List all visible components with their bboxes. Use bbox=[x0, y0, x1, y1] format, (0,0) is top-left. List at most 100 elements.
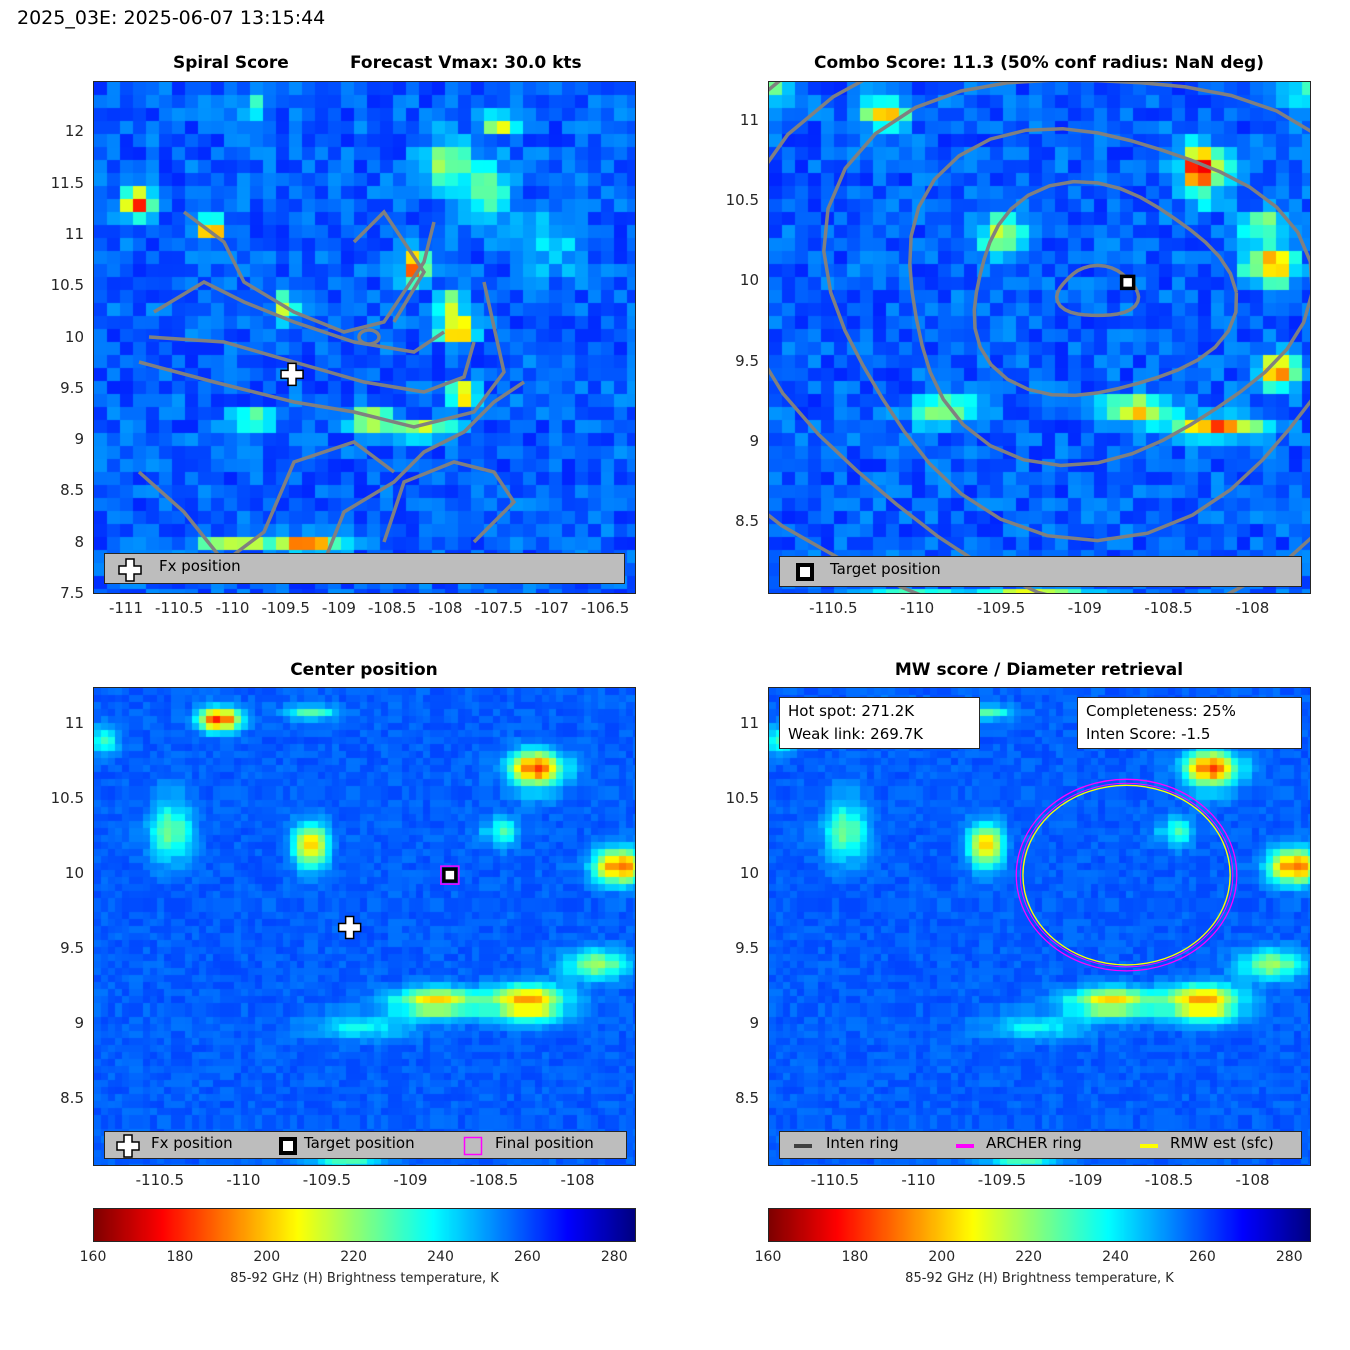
figure-title: 2025_03E: 2025-06-07 13:15:44 bbox=[17, 7, 326, 29]
y-tick-label: 12 bbox=[64, 122, 84, 141]
cross-icon bbox=[118, 558, 142, 582]
x-tick-label: -109.5 bbox=[302, 1171, 352, 1189]
contour-line bbox=[1054, 263, 1141, 318]
x-tick-label: -108.5 bbox=[469, 1171, 519, 1189]
colorbar-tick-label: 180 bbox=[841, 1249, 869, 1265]
y-tick-label: 9.5 bbox=[60, 938, 84, 957]
y-tick-label: 11.5 bbox=[50, 173, 84, 192]
x-tick-label: -108 bbox=[560, 1171, 595, 1189]
y-tick-label: 8.5 bbox=[735, 1088, 759, 1107]
colorbar-tick-label: 260 bbox=[514, 1249, 541, 1265]
cross-icon bbox=[116, 1134, 140, 1158]
contour-line bbox=[972, 179, 1239, 398]
colorbar-tick-label: 260 bbox=[1189, 1249, 1216, 1265]
combo-score-axes: Target position bbox=[768, 81, 1311, 594]
heatmap bbox=[94, 688, 635, 1165]
colorbar-tick-label: 280 bbox=[1275, 1249, 1303, 1265]
colorbar-tick-label: 200 bbox=[928, 1249, 956, 1265]
x-tick-label: -110.5 bbox=[810, 1171, 859, 1189]
line-icon bbox=[1140, 1144, 1158, 1148]
y-tick-label: 9 bbox=[749, 1013, 759, 1032]
square-icon bbox=[463, 1136, 483, 1156]
ring bbox=[1022, 784, 1231, 966]
contour-line bbox=[382, 460, 517, 544]
x-tick-label: -108.5 bbox=[1144, 599, 1193, 617]
line-icon bbox=[956, 1144, 974, 1148]
target-position-marker bbox=[442, 867, 458, 883]
mw-score-axes: Hot spot: 271.2K Weak link: 269.7K Compl… bbox=[768, 687, 1311, 1166]
y-tick-label: 11 bbox=[739, 714, 759, 733]
legend-label: Fx position bbox=[151, 1134, 233, 1152]
x-tick-label: -109 bbox=[1068, 1171, 1103, 1189]
x-tick-label: -110 bbox=[900, 599, 935, 617]
center-position-axes: Fx position Target position Final positi… bbox=[93, 687, 636, 1166]
colorbar-tick-label: 160 bbox=[79, 1249, 107, 1265]
final-position-marker bbox=[440, 865, 460, 885]
x-tick-label: -108 bbox=[1235, 1171, 1270, 1189]
colorbar-tick-label: 280 bbox=[600, 1249, 628, 1265]
combo-score-title: Combo Score: 11.3 (50% conf radius: NaN … bbox=[814, 53, 1264, 73]
y-tick-label: 9 bbox=[749, 431, 759, 450]
colorbar-tick-label: 220 bbox=[1015, 1249, 1042, 1265]
x-tick-label: -107.5 bbox=[474, 599, 523, 617]
ring bbox=[1019, 782, 1234, 968]
fx-position-marker bbox=[280, 362, 304, 387]
forecast-vmax-title: Forecast Vmax: 30.0 kts bbox=[350, 53, 582, 73]
y-tick-label: 8 bbox=[74, 532, 84, 551]
colorbar-tick-label: 160 bbox=[754, 1249, 782, 1265]
y-tick-label: 10.5 bbox=[50, 789, 84, 808]
y-tick-label: 9 bbox=[74, 1013, 84, 1032]
x-tick-label: -108.5 bbox=[367, 599, 417, 617]
x-tick-label: -110 bbox=[901, 1171, 936, 1189]
legend: Target position bbox=[779, 556, 1302, 587]
x-tick-label: -106.5 bbox=[580, 599, 630, 617]
legend-label: Final position bbox=[495, 1134, 594, 1152]
y-tick-label: 10.5 bbox=[50, 276, 84, 295]
x-tick-label: -109 bbox=[1067, 599, 1102, 617]
y-tick-label: 10 bbox=[739, 864, 759, 883]
contour-line bbox=[182, 210, 436, 334]
overlay bbox=[337, 865, 460, 940]
legend-label: RMW est (sfc) bbox=[1170, 1134, 1274, 1152]
center-position-title: Center position bbox=[290, 660, 438, 680]
colorbar-tick-label: 220 bbox=[340, 1249, 367, 1265]
x-tick-label: -110 bbox=[215, 599, 250, 617]
mw-score-title: MW score / Diameter retrieval bbox=[894, 660, 1184, 680]
y-tick-label: 7.5 bbox=[60, 584, 84, 602]
y-tick-label: 10 bbox=[739, 271, 759, 290]
legend-label: Target position bbox=[304, 1134, 415, 1152]
square-icon bbox=[279, 1137, 297, 1155]
ring bbox=[1015, 778, 1238, 972]
y-tick-label: 10.5 bbox=[725, 191, 759, 210]
overlay bbox=[1015, 778, 1238, 972]
colorbar-label-left: 85-92 GHz (H) Brightness temperature, K bbox=[230, 1271, 499, 1286]
y-tick-label: 9.5 bbox=[60, 378, 84, 397]
overlay bbox=[769, 82, 1310, 593]
contour-line bbox=[153, 280, 445, 354]
y-tick-label: 9.5 bbox=[735, 351, 759, 370]
square-icon bbox=[796, 563, 814, 581]
y-tick-label: 8.5 bbox=[60, 1088, 84, 1107]
contour-line bbox=[322, 380, 525, 563]
x-tick-label: -108 bbox=[1235, 599, 1270, 617]
x-tick-label: -109 bbox=[393, 1171, 428, 1189]
x-tick-label: -111 bbox=[108, 599, 144, 617]
x-tick-label: -108 bbox=[428, 599, 463, 617]
colorbar-tick-label: 240 bbox=[1102, 1249, 1129, 1265]
legend: Fx position bbox=[104, 553, 625, 584]
legend-label: ARCHER ring bbox=[986, 1134, 1082, 1152]
contour-line bbox=[137, 440, 396, 565]
spiral-score-axes: Fx position bbox=[93, 81, 636, 594]
completeness-text: Completeness: 25% bbox=[1086, 702, 1236, 720]
y-tick-label: 9 bbox=[74, 430, 84, 449]
y-tick-label: 11 bbox=[64, 224, 84, 243]
colorbar-tick-label: 180 bbox=[166, 1249, 194, 1265]
contour-line bbox=[148, 335, 476, 394]
x-tick-label: -108.5 bbox=[1144, 1171, 1194, 1189]
colorbar-right bbox=[768, 1208, 1311, 1242]
legend: Inten ring ARCHER ring RMW est (sfc) bbox=[779, 1131, 1302, 1159]
y-tick-label: 11 bbox=[739, 111, 759, 130]
y-tick-label: 10 bbox=[64, 327, 84, 346]
contour-line bbox=[357, 328, 381, 346]
